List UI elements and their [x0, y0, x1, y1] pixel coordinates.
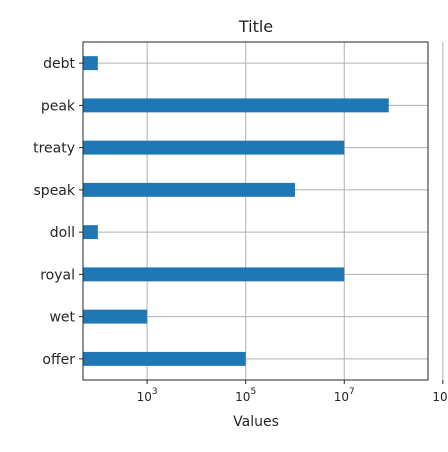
y-tick-label: debt — [43, 56, 75, 72]
bar-speak — [83, 182, 295, 197]
bar-wet — [83, 309, 148, 324]
bars — [83, 56, 389, 366]
x-tick-label: 105 — [235, 387, 256, 404]
y-tick-label: doll — [50, 225, 75, 241]
y-tick-label: wet — [49, 310, 75, 326]
bar-debt — [83, 56, 98, 71]
x-tick-label: 103 — [137, 387, 158, 404]
grid-lines — [83, 42, 444, 380]
bar-offer — [83, 351, 246, 366]
y-axis: debt peak treaty speak doll royal wet offer — [33, 56, 83, 368]
x-axis: 103 105 107 109 — [137, 380, 448, 404]
y-tick-label: speak — [34, 183, 76, 199]
bar-royal — [83, 267, 345, 282]
x-tick-label: 109 — [432, 387, 448, 404]
y-tick-label: peak — [41, 98, 76, 114]
y-tick-label: offer — [42, 352, 75, 368]
x-tick-label: 107 — [334, 387, 355, 404]
bar-doll — [83, 225, 98, 240]
x-axis-label: Values — [233, 414, 279, 430]
chart-title: Title — [238, 17, 273, 36]
y-tick-label: treaty — [33, 141, 75, 157]
y-tick-label: royal — [40, 267, 75, 283]
plot-frame — [82, 41, 429, 381]
bar-peak — [83, 98, 389, 113]
bar-treaty — [83, 140, 345, 155]
